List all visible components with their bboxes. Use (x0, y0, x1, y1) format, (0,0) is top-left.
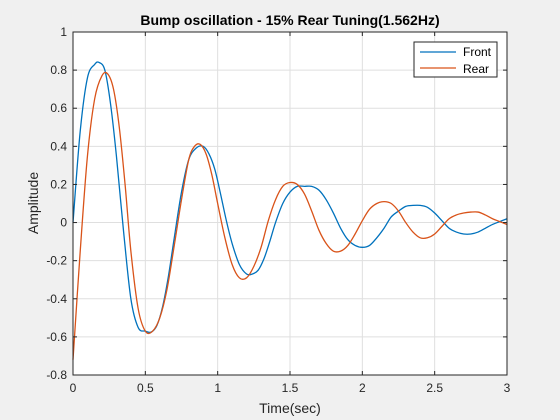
x-tick-label: 3 (504, 381, 511, 395)
series-line-rear (72, 71, 508, 360)
x-tick-label: 0 (70, 381, 77, 395)
y-tick-label: -0.4 (46, 292, 67, 306)
y-tick-label: -0.6 (46, 330, 67, 344)
y-tick-label: 1 (60, 25, 67, 39)
y-tick-label: -0.2 (46, 254, 67, 268)
tick-layer: 0 0.5 1 1.5 2 2.5 3 -0.8 -0.6 -0.4 -0.2 0 0.2 0.4 0.6 0… (46, 25, 510, 395)
series-layer (72, 61, 508, 360)
x-tick-label: 1 (214, 381, 221, 395)
series-line-front (72, 61, 508, 334)
legend: Front Rear (413, 41, 498, 78)
y-tick-label: 0 (60, 216, 67, 230)
x-tick-label: 2.5 (426, 381, 443, 395)
legend-box (413, 41, 498, 78)
legend-label-rear: Rear (463, 62, 489, 76)
y-tick-label: 0.6 (50, 101, 67, 115)
x-tick-label: 2 (359, 381, 366, 395)
x-tick-label: 1.5 (282, 381, 299, 395)
chart-title: Bump oscillation - 15% Rear Tuning(1.562… (140, 12, 439, 28)
y-tick-label: -0.8 (46, 368, 67, 382)
legend-label-front: Front (463, 45, 492, 59)
x-axis-label: Time(sec) (259, 400, 321, 416)
y-tick-label: 0.2 (50, 177, 67, 191)
grid-layer (73, 32, 507, 375)
y-tick-label: 0.4 (50, 139, 67, 153)
x-tick-label: 0.5 (137, 381, 154, 395)
y-tick-label: 0.8 (50, 63, 67, 77)
y-axis-label: Amplitude (25, 172, 41, 234)
